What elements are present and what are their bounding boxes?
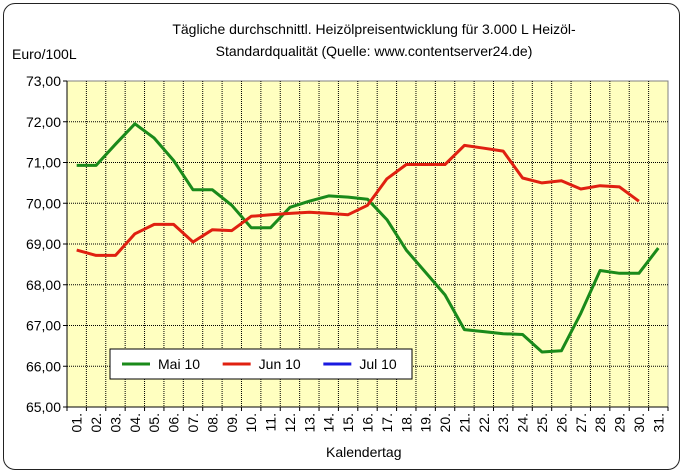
legend-label: Jul 10 xyxy=(359,356,397,372)
x-tick-label: 24. xyxy=(515,413,531,432)
x-tick-label: 23. xyxy=(495,413,511,432)
y-tick-label: 73,00 xyxy=(26,73,61,89)
x-tick-label: 18. xyxy=(398,413,414,432)
x-tick-label: 07. xyxy=(185,413,201,432)
series-line-jun-10 xyxy=(76,143,640,257)
x-tick-label: 20. xyxy=(437,413,453,432)
legend: Mai 10 Jun 10 Jul 10 xyxy=(109,348,413,380)
y-tick-label: 71,00 xyxy=(26,155,61,171)
legend-label: Mai 10 xyxy=(158,356,200,372)
y-tick-label: 70,00 xyxy=(26,195,61,211)
y-tick-label: 68,00 xyxy=(26,277,61,293)
x-tick-label: 19. xyxy=(418,413,434,432)
x-tick-label: 17. xyxy=(379,413,395,432)
x-tick-label: 21. xyxy=(456,413,472,432)
x-tick-label: 01. xyxy=(69,413,85,432)
x-tick-label: 28. xyxy=(592,413,608,432)
legend-label: Jun 10 xyxy=(259,356,301,372)
y-tick-label: 66,00 xyxy=(26,358,61,374)
x-tick-label: 26. xyxy=(553,413,569,432)
x-tick-label: 05. xyxy=(146,413,162,432)
y-tick-label: 65,00 xyxy=(26,399,61,415)
series-line-mai-10 xyxy=(76,122,660,354)
line-chart: 65,00 66,00 67,00 68,00 69,00 70,00 71,00 72,00… xyxy=(26,73,669,432)
y-axis-label: Euro/100L xyxy=(12,46,77,62)
x-tick-label: 11. xyxy=(263,413,279,431)
x-tick-label: 03. xyxy=(107,413,123,432)
x-tick-label: 27. xyxy=(573,413,589,432)
x-tick-label: 02. xyxy=(88,413,104,432)
y-tick-label: 67,00 xyxy=(26,318,61,334)
x-tick-label: 16. xyxy=(360,413,376,432)
x-tick-label: 31. xyxy=(650,413,666,432)
chart-title-line1: Tägliche durchschnittl. Heizölpreisentwi… xyxy=(172,21,576,37)
x-tick-label: 15. xyxy=(340,413,356,432)
legend-box xyxy=(109,348,413,380)
y-tick-label: 72,00 xyxy=(26,114,61,130)
chart-title: Tägliche durchschnittl. Heizölpreisentwi… xyxy=(94,18,654,62)
x-tick-label: 10. xyxy=(243,413,259,432)
x-tick-label: 30. xyxy=(631,413,647,432)
x-tick-label: 12. xyxy=(282,413,298,432)
x-tick-label: 25. xyxy=(534,413,550,432)
x-tick-label: 22. xyxy=(476,413,492,432)
x-tick-label: 06. xyxy=(166,413,182,432)
chart-title-line2: Standardqualität (Quelle: www.contentser… xyxy=(215,43,533,59)
x-tick-label: 09. xyxy=(224,413,240,432)
x-tick-label: 08. xyxy=(204,413,220,432)
x-axis-label: Kalendertag xyxy=(326,444,402,460)
x-tick-label: 29. xyxy=(612,413,628,432)
y-tick-label: 69,00 xyxy=(26,236,61,252)
x-tick-label: 14. xyxy=(321,413,337,432)
x-tick-label: 04. xyxy=(127,413,143,432)
chart-frame: Tägliche durchschnittl. Heizölpreisentwi… xyxy=(3,3,680,470)
x-tick-label: 13. xyxy=(301,413,317,432)
